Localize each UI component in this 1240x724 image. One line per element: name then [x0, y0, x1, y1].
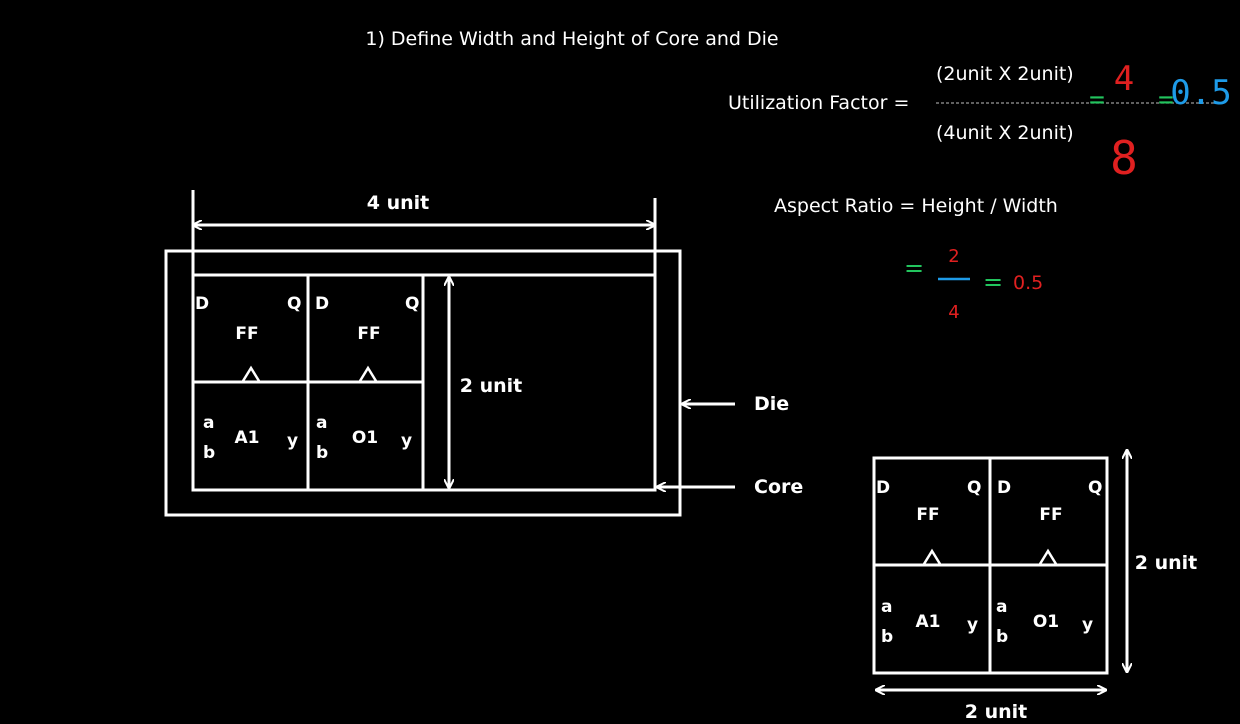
page-title: 1) Define Width and Height of Core and D… — [365, 28, 778, 50]
small-height-label: 2 unit — [1135, 552, 1197, 574]
floorplan — [164, 190, 735, 517]
aspect-denominator: 4 — [948, 302, 959, 323]
die-label: Die — [754, 393, 789, 415]
die-outline — [164, 249, 682, 517]
small-or-label: O1 — [1033, 612, 1059, 632]
core-label: Core — [754, 476, 803, 498]
utilization-hand-numerator: 4 — [1114, 59, 1134, 99]
and-b-pin: b — [203, 443, 215, 463]
ff2-label: FF — [357, 324, 380, 344]
ff2-q-pin: Q — [405, 294, 419, 314]
and-y-pin: y — [287, 431, 298, 451]
ff1-label: FF — [235, 324, 258, 344]
small-ff2-q-pin: Q — [1088, 478, 1102, 498]
utilization-hand-denominator: 8 — [1110, 131, 1138, 185]
utilization-equals-1: = — [1089, 85, 1105, 115]
or-a-pin: a — [316, 413, 327, 433]
height-label: 2 unit — [460, 375, 522, 397]
small-block — [872, 450, 1127, 690]
clock-triangle-icon — [358, 365, 378, 382]
small-ff1-label: FF — [916, 505, 939, 525]
small-ff2-label: FF — [1039, 505, 1062, 525]
small-and-a-pin: a — [881, 597, 892, 617]
small-ff1-q-pin: Q — [967, 478, 981, 498]
utilization-denominator: (4unit X 2unit) — [936, 122, 1074, 144]
clock-triangle-icon — [1038, 548, 1058, 565]
and-label: A1 — [235, 428, 260, 448]
small-or-y-pin: y — [1082, 615, 1093, 635]
width-label: 4 unit — [367, 192, 429, 214]
aspect-equals-2: = — [983, 268, 1003, 296]
ff1-q-pin: Q — [287, 294, 301, 314]
aspect-equals-1: = — [904, 254, 924, 282]
aspect-numerator: 2 — [948, 246, 959, 267]
utilization-equals-2: = — [1158, 85, 1174, 115]
and-a-pin: a — [203, 413, 214, 433]
utilization-hand-result: 0.5 — [1170, 73, 1231, 113]
small-or-a-pin: a — [996, 597, 1007, 617]
aspect-result: 0.5 — [1013, 272, 1043, 294]
small-and-y-pin: y — [967, 615, 978, 635]
or-label: O1 — [352, 428, 378, 448]
aspect-ratio-label: Aspect Ratio = Height / Width — [774, 195, 1058, 217]
or-b-pin: b — [316, 443, 328, 463]
ff1-d-pin: D — [195, 294, 209, 314]
clock-triangle-icon — [241, 365, 261, 382]
or-y-pin: y — [401, 431, 412, 451]
small-or-b-pin: b — [996, 627, 1008, 647]
utilization-numerator: (2unit X 2unit) — [936, 63, 1074, 85]
utilization-label: Utilization Factor = — [728, 92, 909, 114]
small-ff1-d-pin: D — [876, 478, 890, 498]
small-and-label: A1 — [916, 612, 941, 632]
small-and-b-pin: b — [881, 627, 893, 647]
small-ff2-d-pin: D — [997, 478, 1011, 498]
ff2-d-pin: D — [315, 294, 329, 314]
small-width-label: 2 unit — [965, 701, 1027, 720]
clock-triangle-icon — [922, 548, 942, 565]
